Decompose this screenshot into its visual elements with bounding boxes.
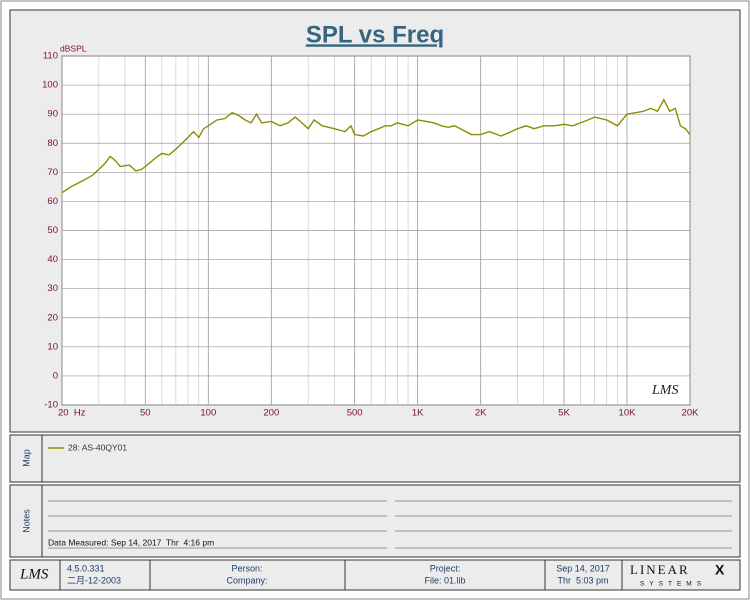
notes-panel (9, 484, 741, 558)
footer-dividers (59, 560, 623, 590)
notes-label: Notes (21, 509, 31, 533)
footer-logo: LMS (19, 566, 49, 582)
chart-title: SPL vs Freq (306, 21, 444, 48)
project: Project: (430, 563, 461, 573)
measured-time: Thr 5:03 pm (557, 575, 608, 585)
watermark: LMS (651, 383, 678, 398)
version: 4.5.0.331 (67, 563, 105, 573)
brand-sub: SYSTEMS (640, 581, 706, 588)
x-tick-label: 50 (140, 408, 151, 419)
x-tick-label: 5K (558, 408, 570, 419)
y-tick-label: 50 (47, 225, 58, 236)
y-tick-label: -10 (44, 400, 58, 411)
y-tick-label: 0 (53, 370, 58, 381)
y-tick-label: 60 (47, 196, 58, 207)
x-tick-label: 2K (475, 408, 487, 419)
y-tick-label: 90 (47, 109, 58, 120)
series-line (61, 98, 691, 194)
y-tick-label: 80 (47, 138, 58, 149)
map-label: Map (21, 449, 31, 467)
build-date: 二月-12-2003 (67, 575, 121, 585)
y-tick-label: 20 (47, 312, 58, 323)
footer (9, 559, 741, 591)
x-tick-label: 500 (347, 408, 363, 419)
note-lines (48, 500, 732, 549)
x-tick-label: 20K (682, 408, 700, 419)
person: Person: (231, 563, 262, 573)
x-tick-label: 100 (200, 408, 216, 419)
grid (61, 55, 691, 406)
y-tick-label: 10 (47, 341, 58, 352)
brand-x: X (715, 562, 725, 578)
x-tick-label: 20 Hz (58, 408, 86, 419)
y-tick-label: 70 (47, 167, 58, 178)
legend-entry: 28: AS-40QY01 (68, 442, 127, 452)
y-axis-label: dBSPL (60, 43, 87, 53)
file: File: 01.lib (424, 575, 465, 585)
y-tick-label: 100 (42, 80, 58, 91)
x-tick-label: 200 (263, 408, 279, 419)
x-tick-label: 10K (619, 408, 637, 419)
y-tick-label: 30 (47, 283, 58, 294)
brand: LINEAR (630, 562, 690, 577)
measured-date: Sep 14, 2017 (556, 563, 610, 573)
x-tick-label: 1K (412, 408, 424, 419)
note-text: Data Measured: Sep 14, 2017 Thr 4:16 pm (48, 537, 214, 547)
y-tick-label: 40 (47, 254, 58, 265)
map-panel (9, 434, 741, 483)
y-tick-label: 110 (43, 51, 58, 62)
company: Company: (226, 575, 267, 585)
